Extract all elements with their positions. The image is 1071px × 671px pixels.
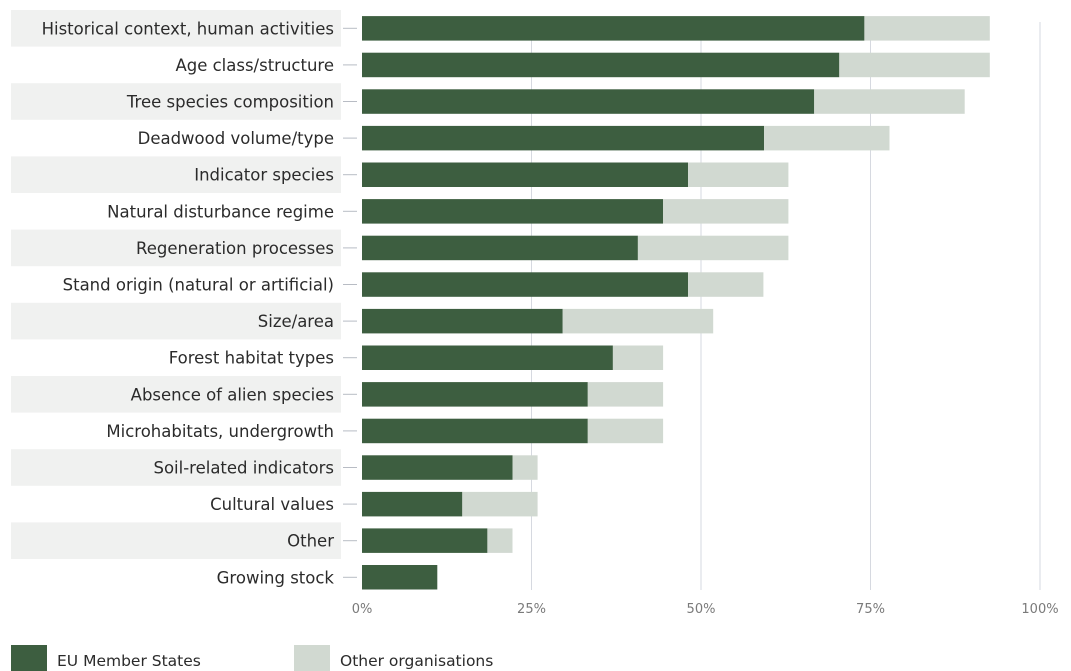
row-band: [11, 449, 341, 486]
category-label: Microhabitats, undergrowth: [106, 422, 334, 441]
x-tick-label: 25%: [517, 602, 546, 617]
bar-eu-member-states: [362, 418, 588, 444]
bar-other-organisations: [562, 308, 714, 334]
bar-other-organisations: [764, 125, 890, 151]
legend-label: Other organisations: [340, 652, 493, 670]
bar-eu-member-states: [362, 491, 463, 517]
x-axis-ticks: 0% 25% 50% 75% 100%: [352, 602, 1059, 617]
bar-other-organisations: [839, 52, 990, 78]
category-label: Historical context, human activities: [42, 19, 334, 38]
bar-eu-member-states: [362, 382, 588, 407]
bar-other-organisations: [587, 418, 664, 444]
legend: EU Member States Other organisations: [11, 645, 493, 671]
bar-eu-member-states: [362, 125, 765, 151]
category-label: Size/area: [258, 312, 334, 331]
bar-eu-member-states: [362, 199, 663, 224]
category-label: Deadwood volume/type: [138, 129, 334, 148]
bar-other-organisations: [487, 528, 513, 553]
category-label: Stand origin (natural or artificial): [63, 276, 334, 295]
bar-other-organisations: [462, 491, 538, 517]
legend-swatch: [294, 645, 330, 671]
bar-eu-member-states: [362, 235, 638, 261]
legend-swatch: [11, 645, 47, 671]
bar-other-organisations: [587, 382, 664, 407]
category-label: Forest habitat types: [169, 349, 334, 368]
category-label: Cultural values: [210, 495, 334, 514]
bar-eu-member-states: [362, 16, 865, 41]
bar-other-organisations: [512, 455, 538, 480]
category-label: Age class/structure: [175, 56, 334, 75]
bar-eu-member-states: [362, 455, 513, 480]
category-labels: Historical context, human activities Age …: [42, 19, 357, 587]
row-band: [11, 156, 341, 193]
category-label: Other: [287, 532, 334, 551]
bar-eu-member-states: [362, 89, 815, 114]
bar-eu-member-states: [362, 528, 488, 553]
bar-eu-member-states: [362, 272, 689, 297]
bar-other-organisations: [688, 272, 764, 297]
bar-eu-member-states: [362, 162, 689, 187]
bar-eu-member-states: [362, 345, 613, 370]
bar-other-organisations: [864, 16, 990, 41]
bar-other-organisations: [814, 89, 965, 114]
bar-other-organisations: [637, 235, 789, 261]
x-tick-label: 100%: [1021, 602, 1058, 617]
category-label: Tree species composition: [126, 93, 334, 112]
bar-other-organisations: [612, 345, 664, 370]
x-tick-label: 50%: [687, 602, 716, 617]
x-tick-label: 0%: [352, 602, 373, 617]
bar-eu-member-states: [362, 308, 563, 334]
x-tick-label: 75%: [856, 602, 885, 617]
bar-other-organisations: [688, 162, 789, 187]
row-band: [11, 522, 341, 559]
category-label: Regeneration processes: [136, 239, 334, 258]
row-band: [11, 229, 341, 267]
category-label: Growing stock: [217, 568, 335, 587]
row-bands: [11, 10, 341, 559]
bar-eu-member-states: [362, 52, 840, 78]
bars: [362, 16, 990, 590]
row-band: [11, 302, 341, 340]
category-label: Absence of alien species: [131, 385, 334, 404]
category-label: Natural disturbance regime: [107, 202, 334, 221]
row-band: [11, 83, 341, 120]
legend-label: EU Member States: [57, 652, 201, 670]
bar-other-organisations: [663, 199, 789, 224]
row-band: [11, 376, 341, 413]
category-label: Indicator species: [194, 166, 334, 185]
row-band: [11, 10, 341, 47]
category-label: Soil-related indicators: [153, 459, 334, 478]
bar-eu-member-states: [362, 565, 438, 590]
